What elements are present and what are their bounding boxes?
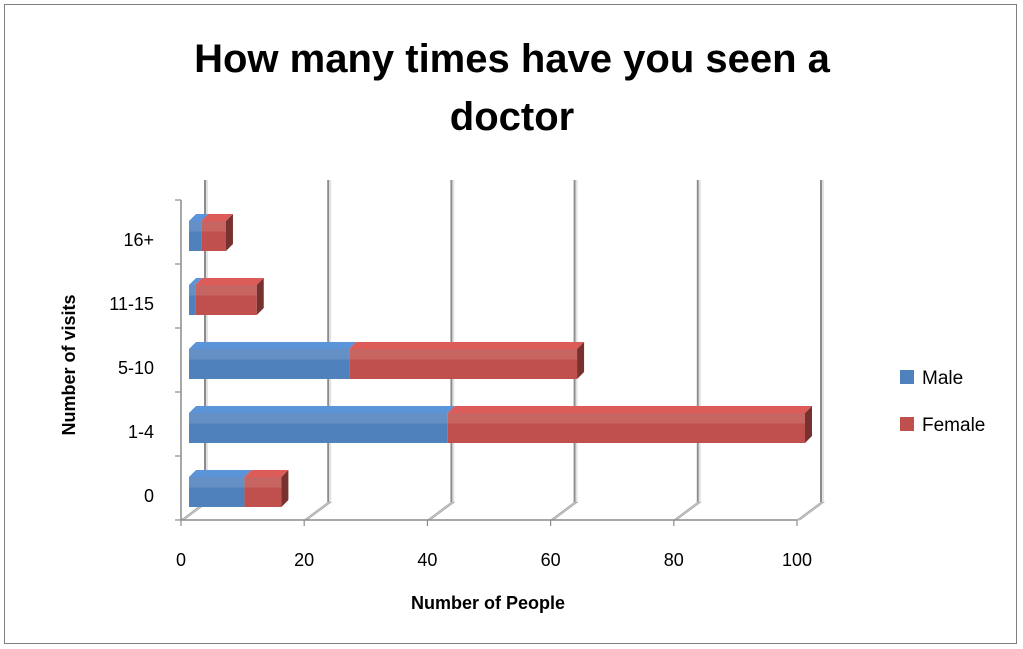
bar-side-female-1 xyxy=(805,406,812,443)
bar-sheen-female-3 xyxy=(195,285,257,296)
bar-side-female-4 xyxy=(225,214,233,251)
chart-title-line-2: doctor xyxy=(450,95,574,139)
bar-top-male-3 xyxy=(189,278,203,285)
legend: Male Female xyxy=(900,368,985,436)
x-tick-label-2: 40 xyxy=(417,550,437,570)
gridline-floor-3 xyxy=(549,501,579,521)
gridline-floor-2 xyxy=(426,501,456,521)
bar-male-4 xyxy=(189,221,202,251)
x-tick-label-3: 60 xyxy=(541,550,561,570)
bar-top-female-1 xyxy=(447,406,812,413)
chart-frame xyxy=(4,4,1017,644)
bar-female-2 xyxy=(349,349,578,379)
bar-male-3 xyxy=(189,285,196,315)
chart-title-line-1: How many times have you seen a xyxy=(194,37,831,81)
legend-label-male: Male xyxy=(922,368,963,389)
bar-female-4 xyxy=(201,221,226,251)
y-tick-label-2: 5-10 xyxy=(118,358,154,378)
legend-label-female: Female xyxy=(922,415,985,436)
bar-side-female-0 xyxy=(281,470,289,507)
bar-male-1 xyxy=(189,413,448,443)
y-tick-label-4: 16+ xyxy=(123,230,154,250)
bar-side-female-3 xyxy=(256,278,264,315)
bar-top-female-2 xyxy=(349,342,585,349)
bar-top-male-4 xyxy=(189,214,209,221)
y-tick-label-1: 1-4 xyxy=(128,422,154,442)
bar-sheen-female-0 xyxy=(244,477,282,488)
bar-female-0 xyxy=(244,477,282,507)
bar-male-0 xyxy=(189,477,245,507)
bar-top-female-0 xyxy=(244,470,289,477)
y-tick-label-0: 0 xyxy=(144,486,154,506)
bar-sheen-female-1 xyxy=(447,413,805,424)
bar-sheen-male-3 xyxy=(189,285,196,296)
bar-top-female-3 xyxy=(195,278,264,285)
y-axis-title: Number of visits xyxy=(59,294,79,435)
axis-layer: 0 20 40 60 80 100 0 1-4 5-10 11-15 16+ xyxy=(109,199,812,570)
gridline-floor-5 xyxy=(796,501,825,521)
x-axis-title: Number of People xyxy=(411,593,565,613)
bar-top-male-0 xyxy=(189,470,252,477)
x-tick-label-0: 0 xyxy=(176,550,186,570)
y-tick-label-3: 11-15 xyxy=(109,294,154,314)
bar-sheen-female-4 xyxy=(201,221,226,232)
gridline-floor-1 xyxy=(303,501,333,521)
gridline-floor-4 xyxy=(672,501,702,521)
x-tick-label-1: 20 xyxy=(294,550,314,570)
bar-top-male-2 xyxy=(189,342,357,349)
bar-sheen-male-0 xyxy=(189,477,245,488)
bar-female-3 xyxy=(195,285,257,315)
bar-top-female-4 xyxy=(201,214,233,221)
bar-sheen-male-1 xyxy=(189,413,448,424)
x-tick-label-5: 100 xyxy=(782,550,812,570)
grid-layer xyxy=(180,180,825,521)
x-tick-label-4: 80 xyxy=(664,550,684,570)
bars-layer xyxy=(189,214,812,507)
bar-male-2 xyxy=(189,349,350,379)
legend-swatch-female xyxy=(900,417,914,431)
bar-top-male-1 xyxy=(189,406,455,413)
bar-female-1 xyxy=(447,413,805,443)
bar-side-female-2 xyxy=(577,342,585,379)
bar-sheen-male-4 xyxy=(189,221,202,232)
bar-sheen-female-2 xyxy=(349,349,578,360)
legend-swatch-male xyxy=(900,370,914,384)
bar-sheen-male-2 xyxy=(189,349,350,360)
